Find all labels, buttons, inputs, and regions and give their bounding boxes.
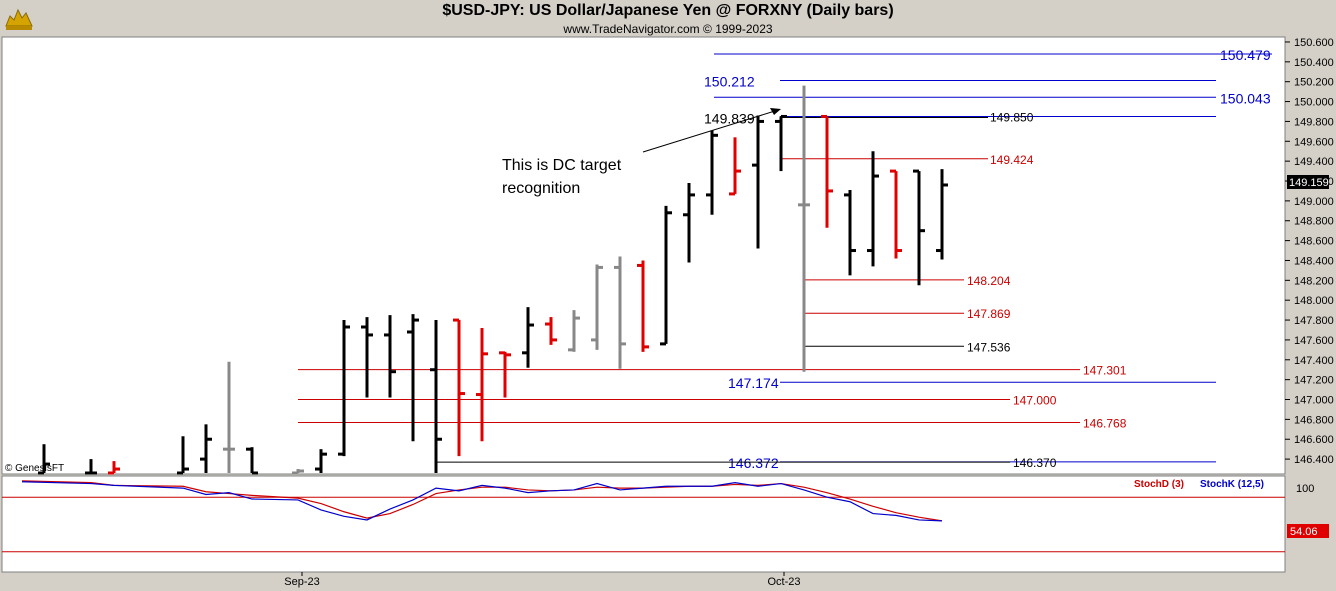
- y-tick-label: 147.800: [1294, 315, 1334, 327]
- bull-logo-icon: [4, 4, 34, 37]
- watermark: © GenesisFT: [5, 463, 64, 474]
- stoch-k-line: [21, 481, 943, 522]
- stoch-y-tick: 100: [1296, 483, 1314, 495]
- y-tick-label: 148.000: [1294, 295, 1334, 307]
- level-label: 148.204: [967, 274, 1011, 288]
- level-label: 146.370: [1013, 456, 1057, 470]
- annotation: This is DC target recognition: [502, 108, 781, 197]
- y-tick-label: 150.400: [1294, 57, 1334, 69]
- last-price-box: [1287, 175, 1329, 189]
- stoch-legend-k: StochK (12,5): [1200, 479, 1264, 490]
- y-tick-label: 149.800: [1294, 116, 1334, 128]
- y-tick-label: 150.200: [1294, 77, 1334, 89]
- y-tick-label: 148.200: [1294, 275, 1334, 287]
- level-label: 149.850: [990, 110, 1034, 124]
- y-tick-label: 147.600: [1294, 335, 1334, 347]
- last-price-label: 149.159: [1289, 177, 1329, 189]
- price-bars: [38, 85, 948, 475]
- y-tick-label: 146.400: [1294, 454, 1334, 466]
- level-label: 150.479: [1220, 47, 1271, 63]
- level-label: 150.212: [704, 74, 755, 90]
- y-tick-label: 148.600: [1294, 236, 1334, 248]
- price-panel-bg: [1, 36, 1286, 475]
- y-tick-label: 146.600: [1294, 434, 1334, 446]
- annotation-arrowhead: [770, 108, 781, 115]
- y-tick-label: 149.400: [1294, 156, 1334, 168]
- stoch-d-line: [21, 480, 943, 522]
- price-levels: 150.479 150.212 150.043 149.850 149.839 149.4…: [298, 47, 1272, 471]
- chart-title: $USD-JPY: US Dollar/Japanese Yen @ FORXN…: [442, 2, 894, 19]
- x-tick-label: Oct-23: [767, 576, 800, 588]
- level-label: 147.869: [967, 307, 1011, 321]
- y-tick-label: 147.200: [1294, 375, 1334, 387]
- level-label: 147.536: [967, 340, 1011, 354]
- y-tick-label: 147.400: [1294, 355, 1334, 367]
- stoch-last-label: 54.06: [1290, 526, 1318, 538]
- y-tick-label: 149.600: [1294, 136, 1334, 148]
- y-tick-label: 146.800: [1294, 414, 1334, 426]
- level-label: 146.768: [1083, 417, 1127, 431]
- level-label: 147.301: [1083, 364, 1127, 378]
- stoch-panel-bg: [1, 475, 1286, 573]
- y-tick-label: 148.800: [1294, 216, 1334, 228]
- y-tick-label: 149.000: [1294, 196, 1334, 208]
- level-label: 149.839: [704, 111, 755, 127]
- level-label: 150.043: [1220, 90, 1271, 106]
- x-axis: Sep-23 Oct-23: [284, 572, 801, 588]
- stoch-last-box: [1287, 524, 1329, 538]
- annotation-arrow: [642, 109, 779, 153]
- level-label: 147.174: [728, 375, 779, 391]
- chart-subtitle: www.TradeNavigator.com © 1999-2023: [563, 22, 773, 36]
- level-label: 147.000: [1013, 394, 1057, 408]
- annotation-line2: recognition: [502, 180, 580, 197]
- stochastic-lines: [2, 480, 1285, 553]
- level-label: 149.424: [990, 153, 1034, 167]
- y-tick-label: 148.400: [1294, 255, 1334, 267]
- y-tick-label: 150.600: [1294, 37, 1334, 49]
- y-tick-label: 150.000: [1294, 97, 1334, 109]
- stoch-legend-d: StochD (3): [1134, 479, 1184, 490]
- y-axis: 146.400 146.600 146.800 147.000 147.200 147.4…: [1285, 37, 1334, 466]
- level-label: 146.372: [728, 455, 779, 471]
- y-tick-label: 147.000: [1294, 395, 1334, 407]
- x-tick-label: Sep-23: [284, 576, 319, 588]
- annotation-line1: This is DC target: [502, 157, 622, 174]
